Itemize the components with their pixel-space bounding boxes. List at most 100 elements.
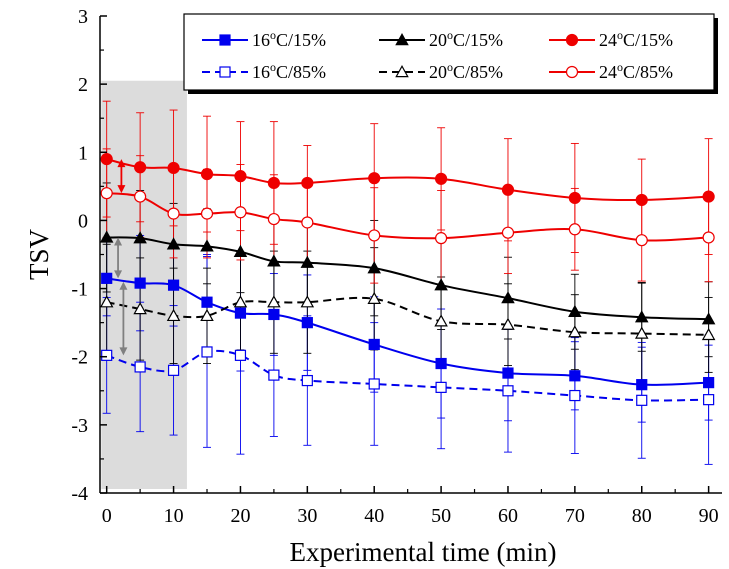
legend-label-degree: o bbox=[270, 28, 276, 42]
data-point bbox=[167, 207, 180, 220]
data-point bbox=[200, 239, 214, 252]
data-point bbox=[569, 370, 581, 382]
legend-marker bbox=[219, 66, 231, 78]
data-point bbox=[568, 304, 582, 317]
x-tick-label: 20 bbox=[230, 505, 250, 527]
data-point bbox=[234, 170, 247, 183]
data-point bbox=[502, 385, 514, 397]
x-tick-label: 50 bbox=[431, 505, 451, 527]
data-point bbox=[100, 153, 113, 166]
data-point bbox=[101, 272, 113, 284]
series-markers bbox=[99, 153, 716, 406]
x-tick-label: 10 bbox=[164, 505, 184, 527]
legend-marker bbox=[395, 65, 409, 78]
x-tick-label: 90 bbox=[699, 505, 719, 527]
data-point bbox=[301, 216, 314, 229]
data-point bbox=[268, 369, 280, 381]
data-point bbox=[200, 308, 214, 322]
data-point bbox=[300, 255, 315, 268]
legend-box bbox=[183, 13, 715, 91]
legend-label-unit: C/85% bbox=[276, 62, 326, 82]
data-point bbox=[234, 206, 247, 219]
data-point bbox=[134, 277, 146, 289]
data-point bbox=[703, 377, 715, 389]
data-point bbox=[568, 223, 581, 236]
legend-label: 16oC/15% bbox=[252, 28, 326, 50]
difference-arrows bbox=[114, 159, 128, 356]
legend-label-unit: C/15% bbox=[276, 30, 326, 50]
data-point bbox=[267, 295, 281, 308]
y-tick-label: -4 bbox=[71, 483, 88, 505]
data-point bbox=[167, 161, 180, 175]
data-point bbox=[568, 191, 581, 205]
data-point bbox=[702, 231, 715, 244]
x-tick-label: 60 bbox=[498, 505, 518, 527]
legend-label-degree: o bbox=[447, 28, 453, 42]
y-tick-label: 0 bbox=[78, 210, 88, 232]
legend-label-degree: o bbox=[617, 28, 623, 42]
legend-label-unit: C/15% bbox=[453, 30, 503, 50]
data-point bbox=[267, 212, 280, 226]
legend-marker bbox=[219, 34, 231, 46]
arrow-head bbox=[114, 270, 123, 279]
data-point bbox=[134, 190, 147, 203]
data-point bbox=[367, 261, 381, 274]
y-tick-label: 1 bbox=[78, 142, 88, 164]
data-point bbox=[367, 291, 381, 304]
x-axis-label: Experimental time (min) bbox=[290, 537, 557, 567]
data-point bbox=[267, 254, 281, 267]
legend-label-value: 16 bbox=[252, 30, 270, 50]
data-point bbox=[267, 176, 280, 190]
data-point bbox=[701, 312, 716, 325]
data-point bbox=[634, 310, 649, 323]
legend-label-value: 24 bbox=[599, 62, 617, 82]
legend-label-degree: o bbox=[617, 60, 623, 74]
arrow-head bbox=[117, 185, 126, 194]
data-point bbox=[166, 308, 181, 322]
data-point bbox=[233, 295, 248, 308]
data-point bbox=[434, 278, 448, 291]
data-point bbox=[101, 349, 113, 361]
data-point bbox=[233, 244, 248, 257]
y-tick-label: -1 bbox=[71, 279, 88, 301]
data-point bbox=[134, 161, 147, 174]
y-tick-label: -2 bbox=[71, 347, 88, 369]
x-tick-label: 80 bbox=[632, 505, 652, 527]
y-tick-label: -3 bbox=[71, 415, 88, 437]
legend-label: 20oC/15% bbox=[429, 28, 503, 50]
data-point bbox=[368, 229, 381, 242]
data-point bbox=[134, 361, 146, 373]
data-point bbox=[634, 326, 649, 339]
legend-label-value: 20 bbox=[429, 30, 447, 50]
data-point bbox=[301, 176, 314, 190]
x-tick-label: 30 bbox=[297, 505, 317, 527]
data-point bbox=[636, 379, 648, 391]
data-point bbox=[635, 193, 648, 207]
legend-label-degree: o bbox=[447, 60, 453, 74]
legend-label-unit: C/15% bbox=[623, 30, 673, 50]
data-point bbox=[434, 172, 448, 185]
data-point bbox=[501, 291, 515, 304]
data-point bbox=[100, 187, 113, 200]
legend-label-unit: C/85% bbox=[453, 62, 503, 82]
legend: 16oC/15% 20oC/15% 24oC/15%16oC/85% 20oC/85%… bbox=[183, 13, 718, 94]
data-point bbox=[569, 389, 581, 402]
data-point bbox=[201, 296, 213, 308]
y-axis-label: TSV bbox=[24, 228, 54, 280]
y-tick-label: 3 bbox=[78, 6, 88, 28]
data-point bbox=[166, 237, 181, 250]
data-point bbox=[368, 172, 381, 185]
legend-label-unit: C/85% bbox=[623, 62, 673, 82]
data-point bbox=[701, 327, 716, 341]
data-point bbox=[133, 302, 147, 315]
data-point bbox=[635, 234, 648, 247]
data-point bbox=[703, 394, 715, 406]
arrow-head bbox=[119, 281, 128, 290]
data-point bbox=[99, 230, 114, 243]
legend-marker bbox=[565, 65, 579, 79]
data-point bbox=[167, 279, 180, 291]
data-point bbox=[434, 314, 448, 327]
x-tick-label: 40 bbox=[364, 505, 384, 527]
